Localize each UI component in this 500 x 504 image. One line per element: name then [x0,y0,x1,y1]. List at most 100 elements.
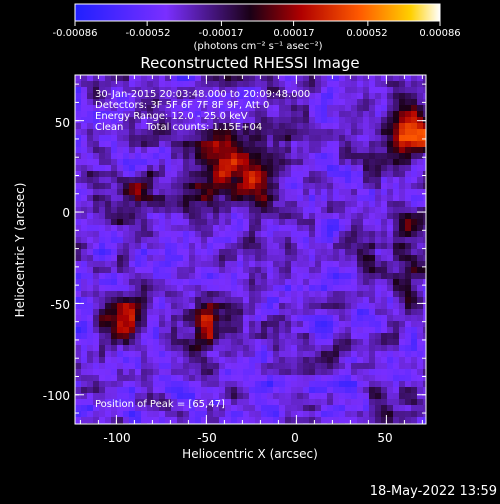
heatmap-cell [183,231,189,237]
heatmap-cell [231,207,237,213]
heatmap-cell [255,399,261,405]
heatmap-cell [105,267,111,273]
heatmap-cell [117,111,123,117]
heatmap-cell [249,315,255,321]
heatmap-cell [195,243,201,249]
heatmap-cell [135,87,141,93]
heatmap-cell [201,231,207,237]
heatmap-cell [183,237,189,243]
heatmap-cell [81,189,87,195]
heatmap-cell [345,165,351,171]
heatmap-cell [309,411,315,417]
heatmap-cell [225,141,231,147]
heatmap-cell [369,357,375,363]
heatmap-cell [273,405,279,411]
heatmap-cell [237,399,243,405]
heatmap-cell [111,141,117,147]
heatmap-cell [387,255,393,261]
heatmap-cell [261,375,267,381]
heatmap-cell [165,99,171,105]
heatmap-cell [81,273,87,279]
heatmap-cell [105,345,111,351]
heatmap-cell [297,327,303,333]
heatmap-cell [417,165,423,171]
heatmap-cell [291,99,297,105]
heatmap-cell [201,117,207,123]
heatmap-cell [339,189,345,195]
heatmap-cell [399,141,405,147]
heatmap-cell [207,279,213,285]
heatmap-cell [423,393,426,399]
heatmap-cell [243,219,249,225]
heatmap-cell [219,117,225,123]
heatmap-cell [369,141,375,147]
heatmap-cell [171,195,177,201]
heatmap-cell [93,135,99,141]
heatmap-cell [87,357,93,363]
heatmap-cell [363,105,369,111]
heatmap-cell [153,333,159,339]
heatmap-cell [285,369,291,375]
heatmap-cell [75,147,81,153]
heatmap-cell [195,273,201,279]
heatmap-cell [387,87,393,93]
heatmap-cell [411,201,417,207]
heatmap-cell [201,291,207,297]
heatmap-cell [195,327,201,333]
heatmap-cell [327,243,333,249]
heatmap-cell [129,177,135,183]
heatmap-cell [141,141,147,147]
heatmap-cell [189,147,195,153]
heatmap-cell [261,291,267,297]
heatmap-cell [255,165,261,171]
heatmap-cell [267,393,273,399]
heatmap-cell [399,129,405,135]
heatmap-cell [315,303,321,309]
heatmap-cell [207,249,213,255]
heatmap-cell [351,117,357,123]
heatmap-cell [243,75,249,81]
heatmap-cell [135,189,141,195]
heatmap-cell [165,297,171,303]
heatmap-cell [135,321,141,327]
heatmap-cell [297,195,303,201]
heatmap-cell [243,375,249,381]
heatmap-cell [111,207,117,213]
heatmap-cell [357,309,363,315]
heatmap-cell [111,93,117,99]
heatmap-cell [303,213,309,219]
heatmap-cell [105,363,111,369]
heatmap-cell [171,147,177,153]
heatmap-cell [279,219,285,225]
heatmap-cell [399,369,405,375]
heatmap-cell [381,189,387,195]
heatmap-cell [243,387,249,393]
heatmap-cell [189,411,195,417]
heatmap-cell [213,297,219,303]
heatmap-cell [357,417,363,423]
heatmap-cell [159,153,165,159]
heatmap-cell [285,195,291,201]
heatmap-cell [321,249,327,255]
heatmap-cell [285,231,291,237]
heatmap-cell [135,411,141,417]
heatmap-cell [345,147,351,153]
heatmap-cell [207,243,213,249]
heatmap-cell [177,207,183,213]
heatmap-cell [75,141,81,147]
heatmap-cell [375,237,381,243]
heatmap-cell [87,159,93,165]
heatmap-cell [363,183,369,189]
heatmap-cell [375,159,381,165]
heatmap-cell [333,177,339,183]
heatmap-cell [381,411,387,417]
heatmap-cell [291,327,297,333]
heatmap-cell [369,273,375,279]
heatmap-cell [423,303,426,309]
heatmap-cell [171,231,177,237]
heatmap-cell [117,99,123,105]
heatmap-cell [303,189,309,195]
heatmap-cell [255,111,261,117]
heatmap-cell [411,315,417,321]
heatmap-cell [243,183,249,189]
